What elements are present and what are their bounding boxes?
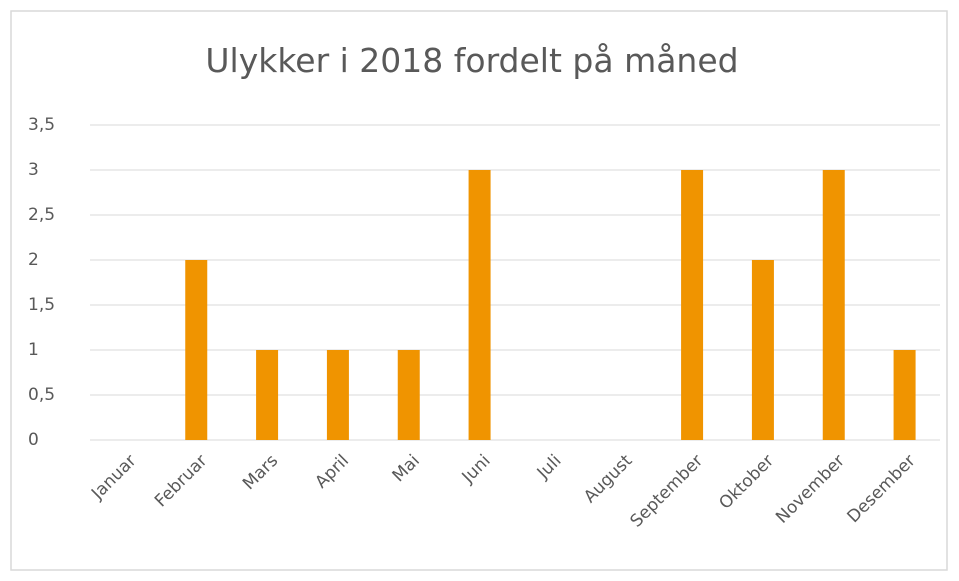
bar [822,170,845,440]
y-tick-label: 2,5 [28,205,55,225]
y-tick-label: 1,5 [28,295,55,315]
y-tick-label: 2 [28,250,39,270]
bar [256,350,279,440]
y-tick-label: 3,5 [28,115,55,135]
bar [751,260,774,440]
bar [681,170,704,440]
bar [326,350,349,440]
bar [397,350,420,440]
bar [893,350,916,440]
bar [468,170,491,440]
bar [185,260,208,440]
y-tick-label: 1 [28,340,39,360]
y-tick-label: 3 [28,160,39,180]
chart-title: Ulykker i 2018 fordelt på måned [205,41,738,80]
y-tick-label: 0 [28,430,39,450]
y-tick-label: 0,5 [28,385,55,405]
